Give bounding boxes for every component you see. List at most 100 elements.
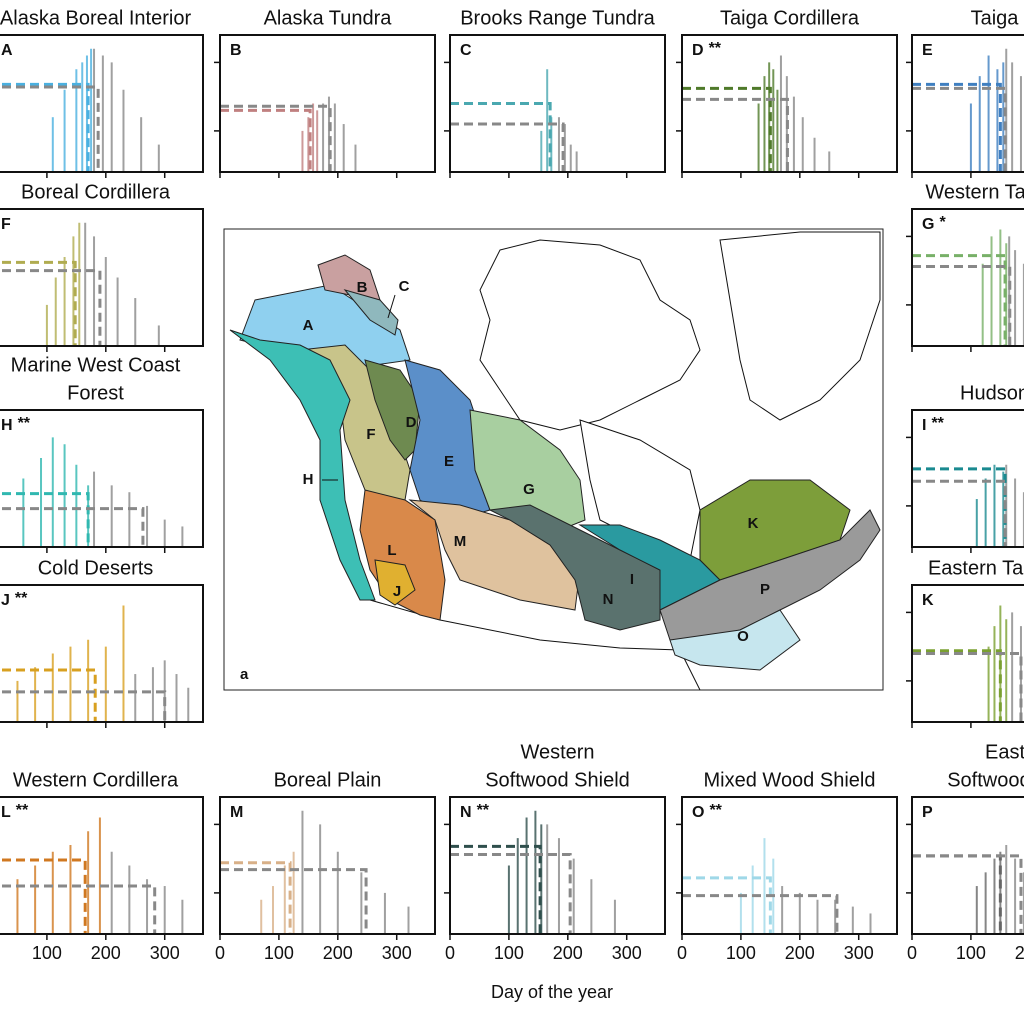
significance: ** [931,415,944,432]
median-line [912,479,1007,547]
panel-frame [219,34,436,173]
region-label: L [387,542,396,559]
region-label: M [454,533,467,550]
median-line [0,260,77,346]
x-tick-label: 200 [91,943,121,963]
x-tick-label: 0 [907,943,917,963]
x-tick-label: 100 [32,943,62,963]
panel-title: Boreal Cordillera [21,181,171,203]
map-region [488,504,661,631]
panel-title: Taiga Cordillera [720,7,860,29]
region-label: P [760,581,770,598]
median-line [220,108,312,172]
panel-frame [0,409,204,548]
panel: Cold Deserts J ** [0,557,204,728]
panel-title: Mixed Wood Shield [704,769,876,791]
panel-title: Brooks Range Tundra [460,7,655,29]
panel-letter: C [460,42,472,59]
panel-frame [681,34,898,173]
map-region [229,329,376,601]
panel-title: Eastern [985,741,1024,763]
x-tick-label: 200 [553,943,583,963]
panel-title: Western Cordillera [13,769,179,791]
region-label: N [603,591,614,608]
panel: Taiga Cordillera D ** [676,7,898,178]
map-region [469,409,586,531]
panel-letter: I [922,417,926,434]
region-label: E [444,453,454,470]
median-line [912,652,1023,722]
panel-frame [911,796,1024,935]
panel: Western Softwood Shield 0 100 200 300 N ** [444,741,666,963]
x-tick-label: 200 [785,943,815,963]
median-line [0,507,145,547]
x-tick-label: 100 [956,943,986,963]
panel-frame [0,796,204,935]
panel-letter: M [230,804,243,821]
panel-title: Softwood Shield [485,769,630,791]
median-line [220,861,292,934]
panel-letter: F [1,216,11,233]
panel-frame [681,796,898,935]
panel-title: Western [520,741,594,763]
panel-frame [219,796,436,935]
region-label: G [523,481,535,498]
median-line [912,265,1012,346]
x-tick-label: 300 [150,943,180,963]
panel-title: Marine West Coast [11,354,181,376]
map-region [408,499,581,611]
median-line [0,269,102,346]
panel-frame [911,584,1024,723]
panel-title: Cold Deserts [38,557,154,579]
panel-letter: A [1,42,13,59]
significance: ** [709,40,722,57]
x-tick-label: 0 [677,943,687,963]
significance: ** [477,802,490,819]
region-label: I [630,571,634,588]
map-region [299,344,411,511]
panel-frame [449,796,666,935]
map-region [359,489,446,621]
median-line [682,876,772,934]
map: a A B C D E F G H I J K L M N O P [223,228,884,691]
median-line [0,690,167,722]
panel-frame [0,584,204,723]
median-line [912,86,1007,172]
x-tick-label: 300 [844,943,874,963]
panel: Brooks Range Tundra C [444,7,666,178]
panel: Alaska Boreal Interior A [0,7,204,178]
panel-letter: G [922,216,934,233]
region-label: B [357,279,368,296]
x-tick-label: 100 [494,943,524,963]
median-line [912,854,1002,934]
median-line [450,122,565,172]
greenland [719,231,881,421]
x-tick-label: 100 [726,943,756,963]
x-tick-label: 200 [1015,943,1024,963]
panel-letter: H [1,417,13,434]
median-line [0,884,157,934]
region-label: J [393,583,401,600]
significance: ** [709,802,722,819]
panel-title: Eastern Taiga Shield [928,557,1024,579]
median-line [912,854,1023,934]
region-label: H [303,471,314,488]
panel: Hudson Plain I ** [906,382,1024,553]
panel-frame [911,409,1024,548]
region-label: C [399,278,410,295]
panel-letter: O [692,804,704,821]
median-line [450,844,542,934]
map-label: a [240,666,249,683]
panel: Eastern Taiga Shield K [906,557,1024,728]
median-line [682,86,772,172]
median-line [220,868,368,934]
panel-frame [0,34,204,173]
panel-title: Hudson Plain [960,382,1024,404]
x-tick-label: 0 [215,943,225,963]
x-tick-label: 0 [445,943,455,963]
panel-letter: K [922,592,934,609]
panel-frame [449,34,666,173]
map-region [343,289,399,336]
